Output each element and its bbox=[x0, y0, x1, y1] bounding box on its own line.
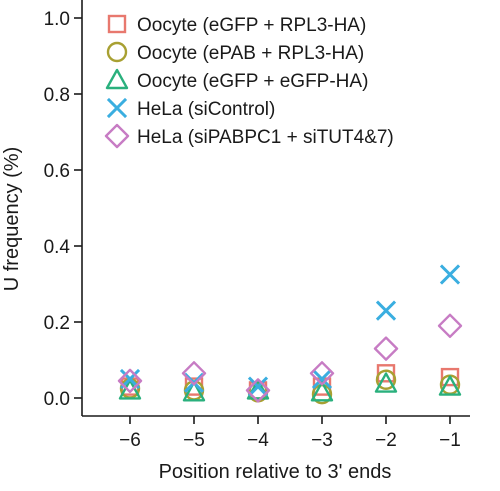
data-point bbox=[247, 376, 269, 397]
series-4 bbox=[119, 264, 461, 397]
legend-marker bbox=[106, 97, 128, 119]
data-point bbox=[117, 368, 143, 394]
legend-item: HeLa (siPABPC1 + siTUT4&7) bbox=[104, 123, 394, 149]
series-5 bbox=[117, 313, 463, 403]
x-tick-label: −5 bbox=[183, 430, 205, 451]
data-point bbox=[438, 375, 462, 396]
axes: 0.0 0.2 0.4 0.6 0.8 1.0 −6 −5 −4 −3 −2 −1 bbox=[44, 0, 470, 451]
data-point bbox=[181, 361, 207, 386]
legend-marker bbox=[104, 123, 130, 149]
data-point bbox=[375, 369, 397, 390]
data-point bbox=[310, 381, 334, 402]
y-tick-label: 0.2 bbox=[44, 313, 70, 334]
legend: Oocyte (eGFP + RPL3-HA) Oocyte (ePAB + RP… bbox=[104, 14, 394, 149]
x-tick-label: −1 bbox=[439, 430, 461, 451]
legend-label: Oocyte (ePAB + RPL3-HA) bbox=[137, 43, 364, 64]
series-2 bbox=[119, 369, 461, 405]
data-point bbox=[246, 379, 270, 400]
y-tick-label: 0.4 bbox=[44, 237, 71, 258]
legend-item: Oocyte (eGFP + RPL3-HA) bbox=[107, 14, 366, 36]
y-tick-label: 0.6 bbox=[44, 161, 70, 182]
legend-marker bbox=[105, 68, 129, 90]
y-tick-label: 1.0 bbox=[44, 9, 70, 30]
data-point bbox=[374, 372, 398, 393]
data-point bbox=[439, 264, 461, 285]
series-3 bbox=[118, 372, 462, 402]
x-tick-label: −3 bbox=[311, 430, 333, 451]
legend-label: HeLa (siPABPC1 + siTUT4&7) bbox=[137, 127, 394, 148]
series-1 bbox=[120, 364, 460, 400]
legend-label: Oocyte (eGFP + eGFP-HA) bbox=[137, 71, 368, 92]
legend-item: Oocyte (eGFP + eGFP-HA) bbox=[105, 68, 368, 92]
legend-item: Oocyte (ePAB + RPL3-HA) bbox=[106, 41, 364, 64]
data-point bbox=[373, 336, 399, 361]
x-axis-title: Position relative to 3' ends bbox=[159, 461, 392, 483]
x-tick-label: −2 bbox=[375, 430, 397, 451]
data-point bbox=[309, 361, 335, 386]
legend-marker bbox=[106, 41, 128, 63]
y-axis-title: U frequency (%) bbox=[1, 147, 23, 292]
data-marks bbox=[117, 264, 463, 405]
legend-marker bbox=[107, 14, 127, 34]
legend-label: Oocyte (eGFP + RPL3-HA) bbox=[137, 15, 366, 36]
data-point bbox=[245, 378, 271, 403]
data-point bbox=[182, 381, 206, 402]
data-point bbox=[437, 313, 463, 338]
legend-item: HeLa (siControl) bbox=[106, 97, 275, 120]
data-point bbox=[440, 367, 460, 387]
y-tick-label: 0.0 bbox=[44, 389, 70, 410]
legend-label: HeLa (siControl) bbox=[137, 99, 275, 120]
data-point bbox=[118, 379, 142, 400]
x-tick-label: −6 bbox=[119, 430, 141, 451]
y-tick-label: 0.8 bbox=[44, 85, 70, 106]
data-point bbox=[311, 368, 333, 390]
data-point bbox=[375, 300, 397, 321]
x-tick-label: −4 bbox=[247, 430, 269, 451]
data-point bbox=[376, 364, 396, 383]
